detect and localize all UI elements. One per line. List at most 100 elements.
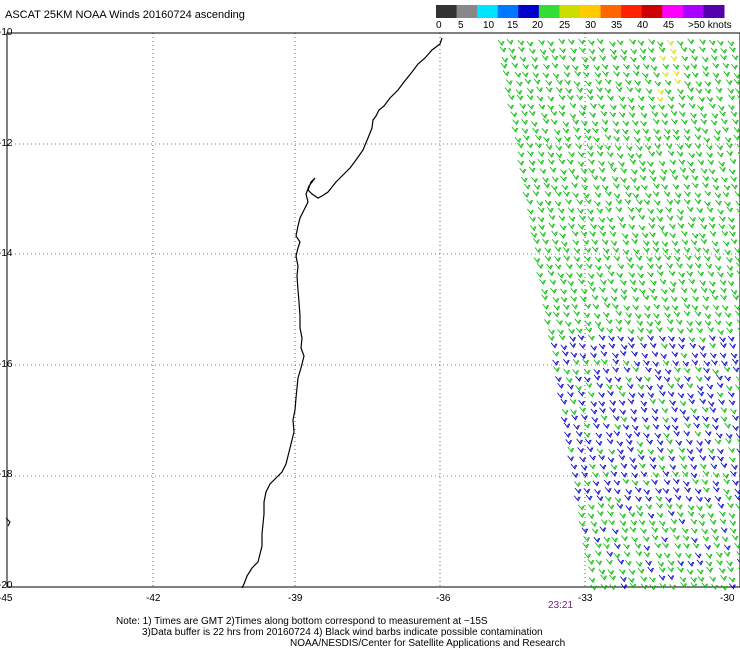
wind-barb: [571, 414, 578, 421]
wind-barb: [543, 182, 551, 189]
wind-barb: [661, 526, 669, 533]
wind-barb: [659, 55, 667, 62]
wind-barb: [656, 512, 664, 519]
wind-barb: [690, 518, 698, 525]
wind-barb: [650, 279, 657, 286]
wind-barb: [719, 336, 726, 343]
wind-barb: [620, 288, 628, 295]
wind-barb: [646, 438, 653, 445]
wind-barb: [621, 527, 629, 534]
wind-barb: [699, 398, 706, 405]
wind-barb: [618, 399, 626, 406]
wind-barb: [715, 199, 722, 206]
wind-barb: [687, 94, 694, 101]
wind-barb: [593, 313, 601, 320]
wind-barb: [678, 271, 685, 278]
wind-barb: [550, 287, 557, 294]
wind-barb: [714, 319, 722, 326]
wind-barb: [639, 54, 647, 61]
wind-barb: [514, 137, 522, 144]
wind-barb: [630, 463, 638, 470]
wind-barb: [635, 254, 643, 261]
wind-barb: [662, 247, 669, 254]
wind-barb: [661, 230, 669, 237]
wind-barb: [572, 369, 579, 376]
wind-barb: [722, 62, 730, 69]
wind-barb: [717, 448, 724, 455]
wind-barb: [699, 463, 707, 470]
wind-barb: [630, 168, 638, 175]
wind-barb: [633, 136, 641, 143]
wind-barb: [677, 566, 684, 573]
wind-barb: [594, 320, 602, 327]
wind-barb: [706, 383, 714, 390]
wind-barb: [552, 359, 559, 366]
wind-barb: [614, 423, 622, 430]
wind-barb: [704, 88, 712, 95]
wind-barb: [661, 536, 668, 543]
wind-barb: [577, 151, 585, 158]
wind-barb: [567, 207, 575, 214]
wind-barb: [639, 174, 647, 181]
wind-barb: [665, 503, 673, 510]
wind-barb: [641, 232, 649, 239]
wind-barb: [637, 95, 645, 102]
wind-barb: [519, 103, 527, 110]
colorbar-segment: [477, 5, 499, 18]
wind-barb: [584, 302, 591, 309]
wind-barb: [587, 391, 595, 398]
wind-barb: [582, 239, 590, 246]
wind-barb: [649, 175, 657, 182]
wind-barb: [622, 239, 630, 246]
wind-barb: [726, 265, 734, 272]
wind-barb: [729, 46, 736, 53]
wind-barb: [583, 376, 591, 383]
wind-barb: [598, 343, 606, 350]
wind-barb: [611, 536, 618, 543]
wind-barb: [601, 63, 609, 70]
wind-barb: [667, 103, 675, 110]
wind-barb: [550, 110, 558, 117]
wind-barb: [642, 63, 650, 70]
wind-barb: [588, 168, 595, 175]
wind-barb: [499, 46, 507, 53]
wind-barb: [663, 424, 671, 431]
wind-barb: [562, 121, 570, 128]
wind-barb: [659, 583, 667, 590]
wind-barb: [717, 271, 724, 278]
wind-barb: [596, 382, 604, 389]
wind-barb: [511, 62, 519, 69]
wind-barb: [555, 136, 562, 143]
wind-barb: [582, 71, 590, 78]
wind-barb: [709, 102, 716, 109]
wind-barb: [620, 54, 627, 61]
wind-barb: [736, 319, 740, 325]
wind-barb: [557, 329, 564, 336]
wind-barb: [691, 55, 698, 62]
wind-barb: [596, 38, 604, 45]
wind-barb: [549, 166, 557, 173]
colorbar: [436, 5, 725, 18]
wind-barb: [672, 487, 680, 494]
wind-barb: [700, 118, 708, 125]
wind-barb: [711, 359, 718, 366]
wind-barb: [576, 438, 583, 445]
wind-barb: [536, 263, 544, 270]
wind-barb: [547, 159, 555, 166]
wind-barb: [668, 270, 676, 277]
wind-barb: [619, 350, 627, 357]
wind-barb: [620, 576, 627, 583]
wind-barb: [708, 335, 716, 342]
wind-barb: [536, 272, 543, 279]
wind-barb: [651, 351, 659, 358]
wind-barb: [553, 129, 561, 136]
wind-barb: [559, 54, 566, 61]
wind-barb: [547, 104, 554, 111]
wind-barb: [593, 64, 601, 71]
wind-barb: [672, 183, 680, 190]
wind-barb: [645, 503, 653, 510]
wind-barb: [643, 488, 651, 495]
wind-barb: [594, 71, 602, 78]
wind-barb: [538, 224, 545, 231]
wind-barb: [645, 256, 653, 263]
